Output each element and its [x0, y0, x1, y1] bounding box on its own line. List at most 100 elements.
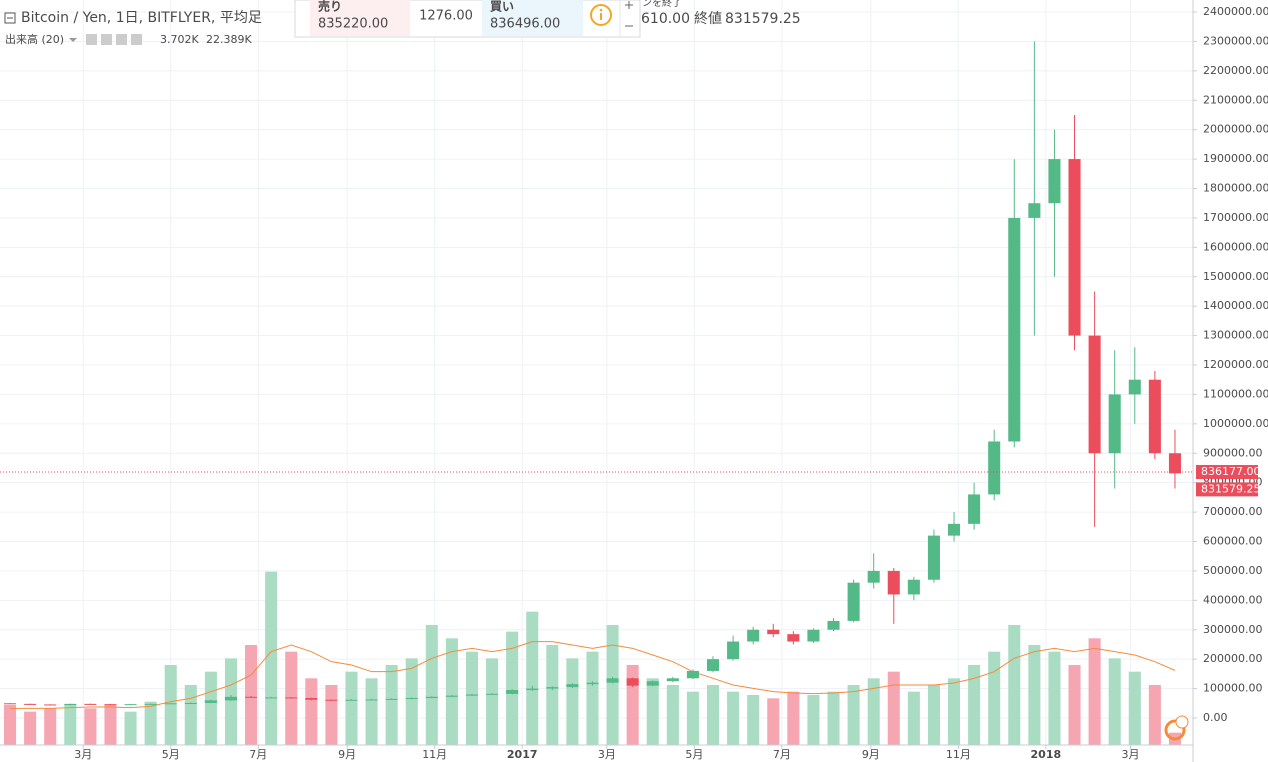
x-tick-label: 11月 [422, 748, 447, 761]
volume-bar [887, 671, 900, 745]
collapse-icon[interactable] [4, 12, 16, 24]
y-tick-label: 2400000.00 [1203, 5, 1268, 18]
candle-body [706, 659, 720, 671]
candle-body [345, 699, 358, 701]
candle-body [566, 684, 579, 688]
volume-bar [1088, 638, 1101, 745]
x-tick-label: 3月 [74, 748, 92, 761]
close-value: 831579.25 [725, 11, 801, 27]
faded-text: ンを終了 [642, 0, 682, 9]
y-tick-label: 700000.00 [1203, 505, 1263, 518]
axis-layer: 0.00 100000.00 200000.00 300000.00 400000.00… [74, 5, 1268, 761]
logo[interactable] [1164, 719, 1186, 741]
candle-body [968, 494, 981, 524]
y-tick-label: 1100000.00 [1203, 387, 1268, 400]
candle-body [1028, 203, 1041, 218]
volume-bar [927, 685, 940, 745]
candle-body [24, 703, 37, 705]
candle-body [506, 690, 519, 694]
volume-bar [586, 651, 599, 745]
candle-body [546, 687, 559, 689]
volume-bar [425, 625, 438, 745]
price-label-box [1196, 465, 1258, 480]
y-tick-label: 2300000.00 [1203, 34, 1268, 47]
candle-body [265, 697, 278, 699]
x-tick-label: 7月 [773, 748, 791, 761]
candle-body [124, 704, 137, 706]
volume-bar [948, 678, 961, 745]
candle-body [1128, 379, 1141, 395]
volume-bar [64, 705, 77, 745]
candle-body [144, 703, 157, 705]
candle-body [204, 700, 217, 703]
volume-bar [646, 678, 659, 745]
volume-bar [968, 665, 981, 745]
symbol-title: Bitcoin / Yen, 1日, BITFLYER, 平均足 [21, 10, 262, 26]
volume-bar [345, 671, 358, 745]
candle-body [787, 634, 800, 642]
volume-bar [465, 651, 479, 745]
volume-bar [1048, 651, 1061, 745]
volume-bar [988, 651, 1001, 745]
sell-button[interactable] [310, 0, 410, 36]
candle-body [1008, 217, 1021, 442]
info-icon[interactable] [590, 4, 612, 26]
y-tick-label: 1000000.00 [1203, 417, 1268, 430]
y-tick-label: 200000.00 [1203, 652, 1263, 665]
candle-body [988, 441, 1001, 495]
legend-icon[interactable] [86, 34, 97, 45]
candle-body [445, 695, 458, 697]
volume-bar [325, 685, 338, 745]
y-tick-label: 900000.00 [1203, 446, 1263, 459]
candle-body [1068, 159, 1081, 336]
volume-bar [546, 645, 559, 745]
y-tick-label: 400000.00 [1203, 593, 1263, 606]
candle-body [927, 535, 940, 580]
legend-icon[interactable] [131, 34, 142, 45]
y-tick-label: 600000.00 [1203, 535, 1263, 548]
candle-body [586, 682, 599, 685]
dropdown-icon[interactable] [69, 38, 77, 42]
volume-bar [787, 691, 800, 745]
y-tick-label: 1200000.00 [1203, 358, 1268, 371]
volume-bar [747, 695, 760, 745]
candle-body [4, 703, 17, 705]
candle-body [1108, 394, 1121, 454]
info-icon-dot [599, 8, 603, 12]
candle-body [646, 681, 659, 686]
volume-legend-label: 出来高 (20) [5, 32, 64, 46]
x-tick-label: 7月 [249, 748, 267, 761]
volume-bar [626, 665, 639, 745]
x-tick-label: 5月 [685, 748, 703, 761]
y-tick-label: 100000.00 [1203, 682, 1263, 695]
volume-bar [867, 678, 880, 745]
candle-body [385, 698, 398, 700]
y-tick-label: 2200000.00 [1203, 64, 1268, 77]
candle-body [1048, 159, 1061, 204]
x-tick-label: 9月 [862, 748, 880, 761]
candle-body [184, 702, 197, 704]
buy-price: 836496.00 [490, 17, 560, 32]
volume-bar [1068, 665, 1081, 745]
info-icon-bar [600, 13, 602, 20]
volume-bar [84, 708, 97, 745]
volume-bar [405, 658, 418, 745]
buy-label: 買い [490, 0, 514, 14]
volume-bar [4, 705, 17, 745]
legend-icon[interactable] [116, 34, 127, 45]
volume-bar [606, 625, 619, 745]
volume-bar [506, 631, 519, 745]
legend-icon[interactable] [101, 34, 112, 45]
plus-button[interactable] [625, 1, 633, 9]
x-tick-label: 3月 [1121, 748, 1139, 761]
volume-bar [847, 685, 860, 745]
volume-bar [445, 638, 458, 745]
candle-body [606, 678, 619, 683]
volume-bar [706, 685, 720, 745]
price-label-box [1196, 482, 1258, 497]
volume-bar [305, 678, 318, 745]
buy-button[interactable] [482, 0, 583, 36]
volume-bar [1008, 625, 1021, 745]
candle-body [465, 694, 479, 696]
